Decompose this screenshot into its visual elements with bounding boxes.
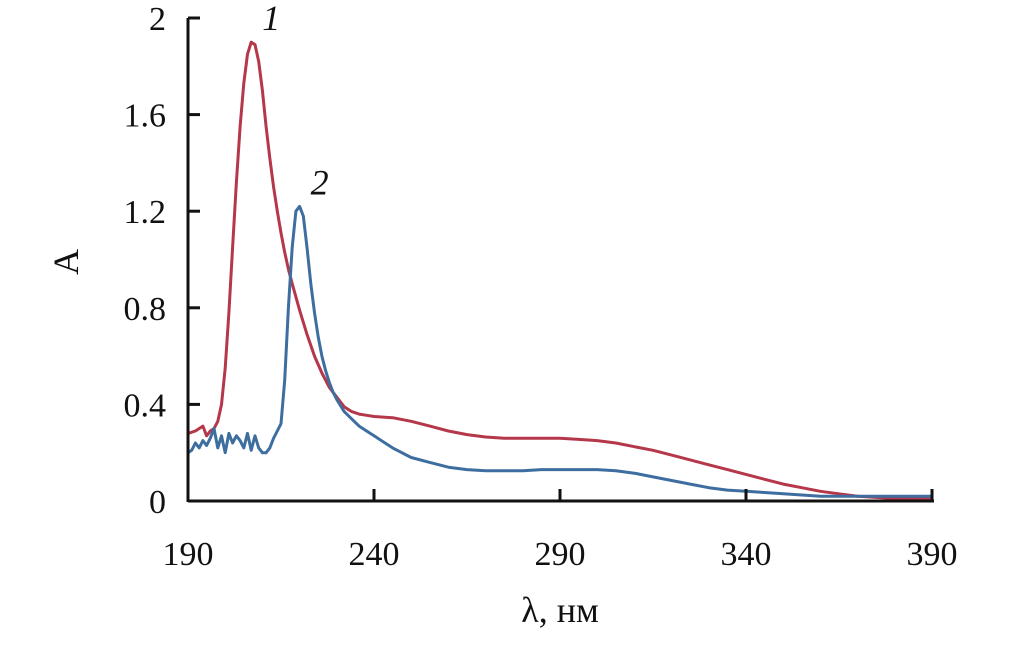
series-label-2: 2 [311,162,329,202]
series-layer [186,40,934,501]
x-tick-label: 240 [349,536,400,573]
y-tick-label: 2 [149,1,166,38]
x-tick-label: 340 [721,536,772,573]
y-tick-label: 0.8 [124,291,167,328]
y-tick-label: 1.6 [124,98,167,135]
x-tick-label: 290 [535,536,586,573]
ticks-layer: 190 240 290 340 390 0 0.4 0.8 1.2 1.6 2 [124,1,958,573]
series-line-1 [186,40,934,501]
axes-layer [186,18,934,503]
x-axis-label: λ, нм [521,590,599,630]
y-axis-label: A [46,249,86,275]
x-tick-label: 390 [907,536,958,573]
series-label-1: 1 [262,0,280,38]
y-tick-label: 0.4 [124,387,167,424]
y-tick-label: 1.2 [124,194,167,231]
series-labels-layer: 12 [262,0,328,202]
y-tick-label: 0 [149,484,166,521]
x-tick-label: 190 [163,536,214,573]
series-line-2 [186,204,934,498]
